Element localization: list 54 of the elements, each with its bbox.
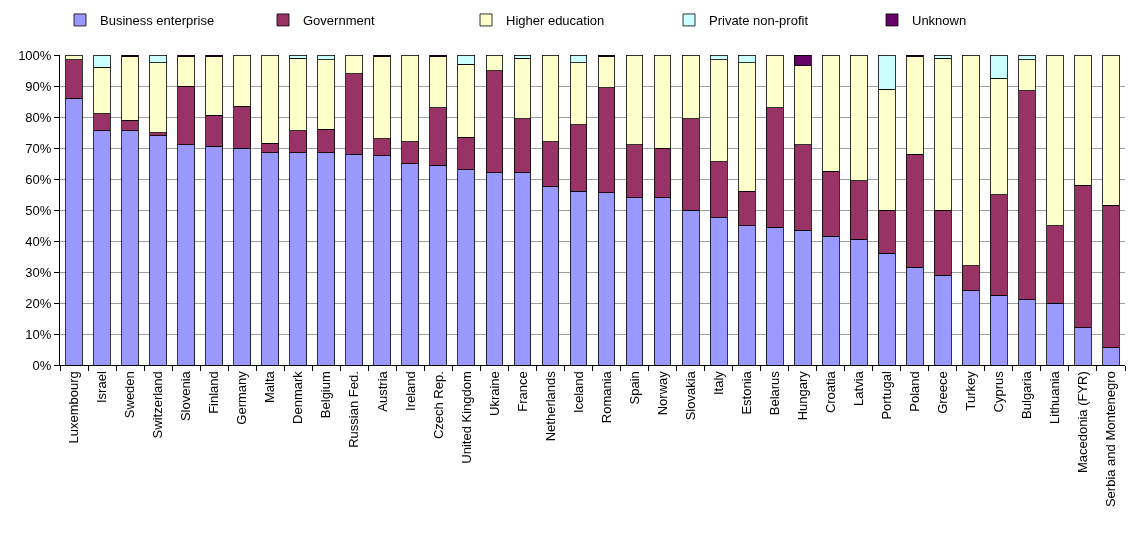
legend-label: Private non-profit bbox=[709, 13, 809, 29]
x-tick-label: United Kingdom bbox=[458, 371, 474, 464]
y-tick-label: 90% bbox=[25, 78, 52, 94]
x-tick-label: Macedonia (FYR) bbox=[1075, 371, 1091, 474]
x-tick-label: Norway bbox=[654, 370, 670, 416]
x-tick-label: Spain bbox=[626, 371, 642, 405]
x-tick-label: Sweden bbox=[122, 371, 138, 419]
x-tick-label: Austria bbox=[374, 370, 390, 412]
x-tick-label: France bbox=[514, 371, 530, 412]
x-tick-label: Germany bbox=[234, 370, 250, 425]
x-tick-label: Denmark bbox=[290, 370, 306, 424]
x-tick-label: Greece bbox=[935, 371, 951, 414]
y-tick-label: 80% bbox=[25, 109, 52, 125]
x-tick-label: Ukraine bbox=[486, 371, 502, 416]
legend-label: Business enterprise bbox=[100, 13, 215, 29]
x-tick-label: Slovakia bbox=[682, 370, 698, 421]
x-tick-label: Croatia bbox=[822, 370, 838, 414]
x-tick-label: Lithuania bbox=[1047, 370, 1063, 424]
x-tick-label: Portugal bbox=[879, 371, 895, 420]
y-tick-label: 60% bbox=[25, 171, 52, 187]
x-tick-label: Switzerland bbox=[150, 371, 166, 439]
x-tick-label: Serbia and Montenegro bbox=[1103, 371, 1119, 508]
x-tick-label: Romania bbox=[598, 370, 614, 424]
x-tick-label: Italy bbox=[710, 370, 726, 396]
legend-label: Government bbox=[303, 13, 375, 29]
y-tick-label: 40% bbox=[25, 233, 52, 249]
y-tick-label: 10% bbox=[25, 326, 52, 342]
x-tick-label: Bulgaria bbox=[1019, 370, 1035, 419]
x-tick-label: Ireland bbox=[402, 371, 418, 411]
x-tick-label: Turkey bbox=[963, 370, 979, 411]
x-tick-label: Belgium bbox=[318, 371, 334, 419]
x-tick-label: Latvia bbox=[850, 370, 866, 406]
x-tick-label: Czech Rep. bbox=[430, 371, 446, 440]
x-tick-label: Israel bbox=[94, 371, 110, 403]
x-tick-label: Finland bbox=[206, 371, 222, 414]
x-tick-label: Belarus bbox=[766, 370, 782, 416]
y-tick-label: 70% bbox=[25, 140, 52, 156]
x-tick-label: Malta bbox=[262, 370, 278, 403]
y-tick-label: 20% bbox=[25, 295, 52, 311]
x-tick-label: Slovenia bbox=[178, 370, 194, 422]
y-tick-label: 100% bbox=[18, 47, 52, 63]
legend-label: Unknown bbox=[912, 13, 967, 29]
x-tick-label: Russian Fed. bbox=[346, 371, 362, 448]
x-tick-label: Estonia bbox=[738, 370, 754, 415]
y-tick-label: 30% bbox=[25, 264, 52, 280]
y-tick-label: 50% bbox=[25, 202, 52, 218]
x-tick-label: Hungary bbox=[794, 370, 810, 421]
x-tick-label: Iceland bbox=[570, 371, 586, 414]
x-tick-label: Poland bbox=[907, 371, 923, 412]
legend-label: Higher education bbox=[506, 13, 605, 29]
y-tick-label: 0% bbox=[32, 357, 52, 373]
x-tick-label: Luxembourg bbox=[66, 371, 82, 444]
x-tick-label: Cyprus bbox=[991, 370, 1007, 413]
x-tick-label: Netherlands bbox=[542, 370, 558, 442]
